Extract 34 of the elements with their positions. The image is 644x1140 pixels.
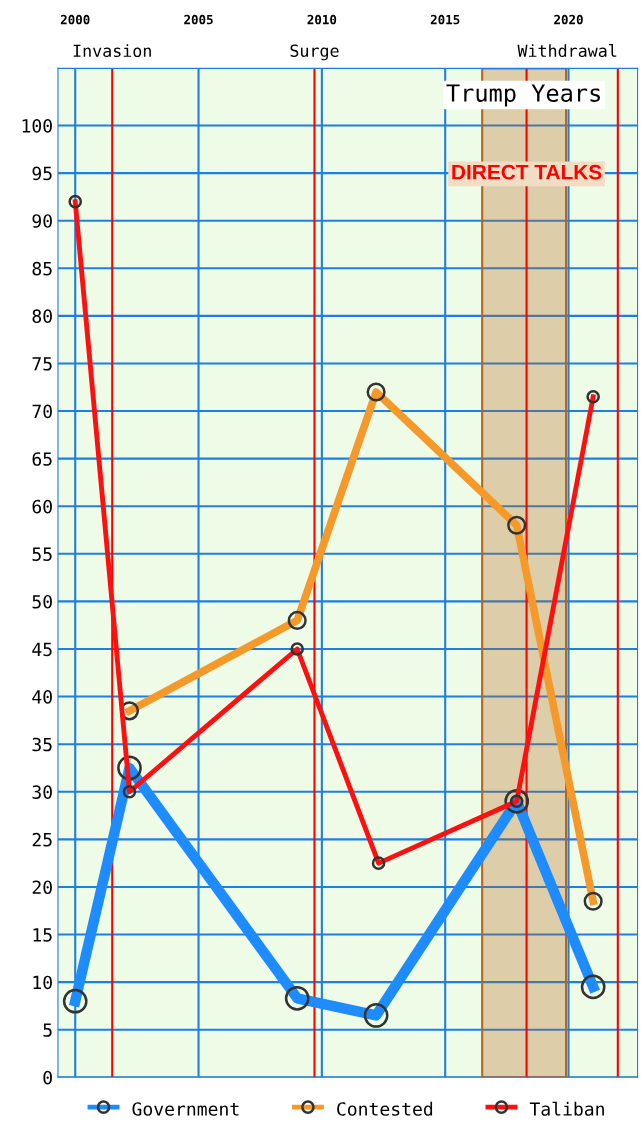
x-tick-label: 2000 [60, 14, 90, 25]
y-tick-label: 25 [32, 832, 52, 847]
band-label: Trump Years [446, 84, 600, 107]
x-tick-label: 2010 [307, 14, 337, 25]
y-tick-label: 70 [32, 404, 52, 419]
y-tick-label: 15 [33, 928, 52, 942]
x-tick-label: 2020 [554, 14, 583, 25]
legend-label: Contested [337, 1101, 433, 1116]
y-tick-label: 30 [32, 785, 52, 799]
ref-line-label: Invasion [73, 44, 151, 58]
y-tick-label: 85 [32, 261, 52, 276]
ref-line-label: Surge [290, 44, 339, 61]
y-tick-label: 90 [32, 214, 52, 228]
y-tick-label: 95 [32, 166, 52, 181]
y-tick-label: 35 [32, 737, 52, 752]
legend-label: Taliban [529, 1101, 604, 1116]
y-tick-label: 5 [43, 1023, 52, 1037]
ref-line-label: Withdrawal [517, 44, 617, 58]
y-tick-label: 60 [32, 499, 52, 514]
y-tick-label: 100 [22, 119, 52, 133]
y-tick-label: 75 [32, 357, 52, 371]
y-tick-label: 40 [32, 690, 52, 704]
y-tick-label: 10 [33, 975, 52, 990]
y-tick-label: 55 [32, 547, 52, 561]
ref-line-label: DIRECT TALKS [452, 164, 602, 180]
y-tick-label: 50 [32, 594, 52, 609]
y-tick-label: 80 [32, 309, 52, 324]
legend-label: Government [132, 1102, 239, 1116]
y-tick-label: 0 [43, 1070, 52, 1085]
y-tick-label: 20 [32, 880, 52, 895]
y-tick-label: 65 [32, 452, 52, 466]
y-tick-label: 45 [32, 642, 52, 657]
x-tick-label: 2005 [184, 14, 213, 25]
x-tick-label: 2015 [430, 14, 460, 25]
